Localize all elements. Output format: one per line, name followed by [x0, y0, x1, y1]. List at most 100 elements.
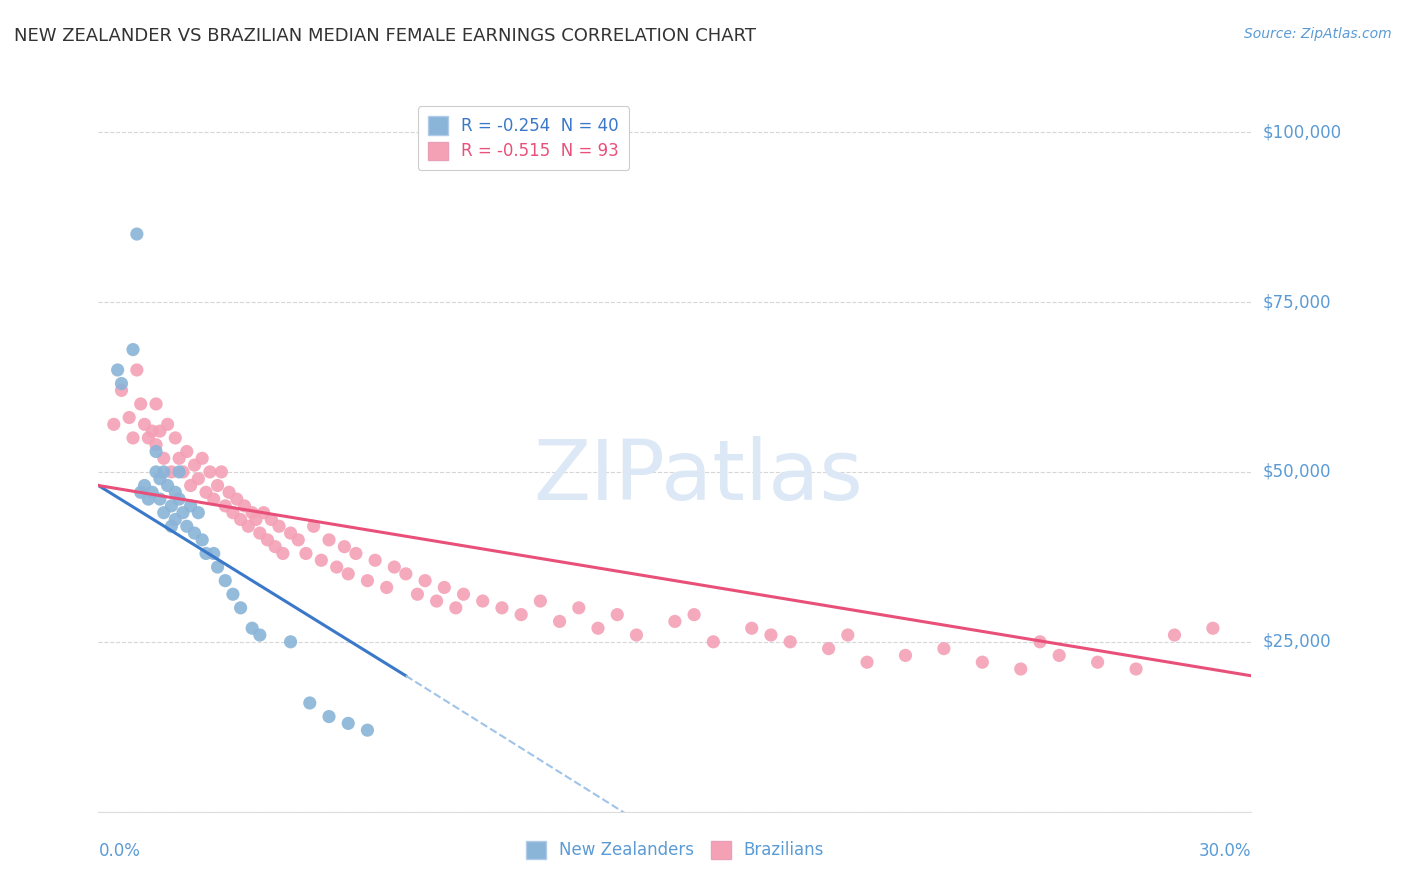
Point	[271, 546, 294, 560]
Point	[152, 451, 174, 466]
Point	[180, 499, 202, 513]
Point	[183, 526, 205, 541]
Point	[149, 424, 172, 438]
Point	[198, 465, 221, 479]
Point	[191, 451, 214, 466]
Point	[214, 574, 236, 588]
Point	[337, 716, 360, 731]
Point	[245, 512, 267, 526]
Point	[138, 492, 160, 507]
Point	[145, 444, 167, 458]
Point	[141, 485, 163, 500]
Point	[568, 600, 591, 615]
Point	[238, 519, 260, 533]
Point	[356, 723, 378, 738]
Point	[249, 526, 271, 541]
Text: $50,000: $50,000	[1263, 463, 1331, 481]
Point	[145, 397, 167, 411]
Point	[606, 607, 628, 622]
Point	[260, 512, 283, 526]
Point	[302, 519, 325, 533]
Point	[1010, 662, 1032, 676]
Point	[1163, 628, 1185, 642]
Point	[1202, 621, 1225, 635]
Point	[856, 655, 879, 669]
Point	[375, 581, 398, 595]
Point	[1125, 662, 1147, 676]
Text: Source: ZipAtlas.com: Source: ZipAtlas.com	[1244, 27, 1392, 41]
Point	[280, 635, 302, 649]
Point	[586, 621, 609, 635]
Text: $100,000: $100,000	[1263, 123, 1341, 141]
Point	[433, 581, 456, 595]
Point	[207, 560, 229, 574]
Point	[529, 594, 551, 608]
Point	[298, 696, 321, 710]
Point	[253, 506, 276, 520]
Point	[229, 600, 252, 615]
Point	[510, 607, 533, 622]
Point	[1047, 648, 1070, 663]
Point	[167, 465, 190, 479]
Point	[152, 506, 174, 520]
Point	[240, 621, 263, 635]
Point	[972, 655, 994, 669]
Point	[122, 431, 145, 445]
Point	[256, 533, 278, 547]
Point	[664, 615, 686, 629]
Point	[149, 492, 172, 507]
Point	[280, 526, 302, 541]
Point	[118, 410, 141, 425]
Text: 30.0%: 30.0%	[1199, 842, 1251, 860]
Point	[145, 438, 167, 452]
Point	[683, 607, 706, 622]
Point	[295, 546, 318, 560]
Point	[172, 506, 194, 520]
Point	[156, 417, 179, 432]
Text: $25,000: $25,000	[1263, 632, 1331, 651]
Point	[160, 499, 183, 513]
Point	[222, 587, 245, 601]
Point	[233, 499, 256, 513]
Point	[134, 478, 156, 492]
Text: $75,000: $75,000	[1263, 293, 1331, 311]
Point	[491, 600, 513, 615]
Point	[249, 628, 271, 642]
Point	[125, 363, 148, 377]
Point	[344, 546, 367, 560]
Point	[195, 485, 218, 500]
Point	[395, 566, 418, 581]
Point	[187, 472, 209, 486]
Legend: New Zealanders, Brazilians: New Zealanders, Brazilians	[517, 832, 832, 868]
Point	[406, 587, 429, 601]
Point	[364, 553, 387, 567]
Point	[453, 587, 475, 601]
Point	[214, 499, 236, 513]
Point	[141, 424, 163, 438]
Point	[167, 492, 190, 507]
Point	[110, 376, 132, 391]
Point	[149, 472, 172, 486]
Point	[172, 465, 194, 479]
Point	[471, 594, 494, 608]
Point	[333, 540, 356, 554]
Point	[318, 533, 340, 547]
Point	[134, 417, 156, 432]
Point	[156, 478, 179, 492]
Point	[1087, 655, 1109, 669]
Point	[548, 615, 571, 629]
Point	[129, 397, 152, 411]
Point	[195, 546, 218, 560]
Point	[138, 431, 160, 445]
Point	[165, 512, 187, 526]
Point	[229, 512, 252, 526]
Point	[183, 458, 205, 472]
Point	[103, 417, 125, 432]
Point	[129, 485, 152, 500]
Point	[779, 635, 801, 649]
Point	[222, 506, 245, 520]
Point	[311, 553, 333, 567]
Point	[160, 465, 183, 479]
Point	[837, 628, 859, 642]
Point	[122, 343, 145, 357]
